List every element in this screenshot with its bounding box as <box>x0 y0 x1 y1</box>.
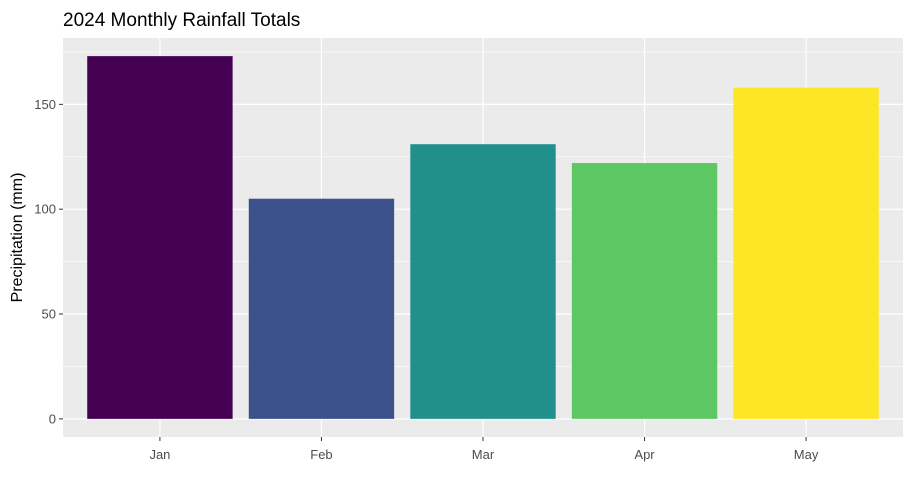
bar-feb <box>248 198 395 419</box>
bar-mar <box>410 144 556 419</box>
y-tick-label: 50 <box>42 307 56 322</box>
y-axis-label: Precipitation (mm) <box>9 173 26 303</box>
bars <box>87 56 879 419</box>
x-tick-label-jan: Jan <box>149 447 170 462</box>
y-axis-ticks: 0 50 100 150 <box>34 97 63 426</box>
bar-jan <box>87 56 233 419</box>
y-tick-label: 150 <box>34 97 56 112</box>
x-axis-ticks: Jan Feb Mar Apr May <box>149 437 819 462</box>
x-tick-label-feb: Feb <box>310 447 332 462</box>
x-tick-label-may: May <box>794 447 819 462</box>
x-tick-label-mar: Mar <box>472 447 495 462</box>
bar-apr <box>571 163 718 419</box>
y-tick-label: 0 <box>49 411 56 426</box>
x-tick-label-apr: Apr <box>634 447 655 462</box>
chart-title: 2024 Monthly Rainfall Totals <box>63 10 300 31</box>
y-tick-label: 100 <box>34 202 56 217</box>
bar-may <box>733 87 879 419</box>
